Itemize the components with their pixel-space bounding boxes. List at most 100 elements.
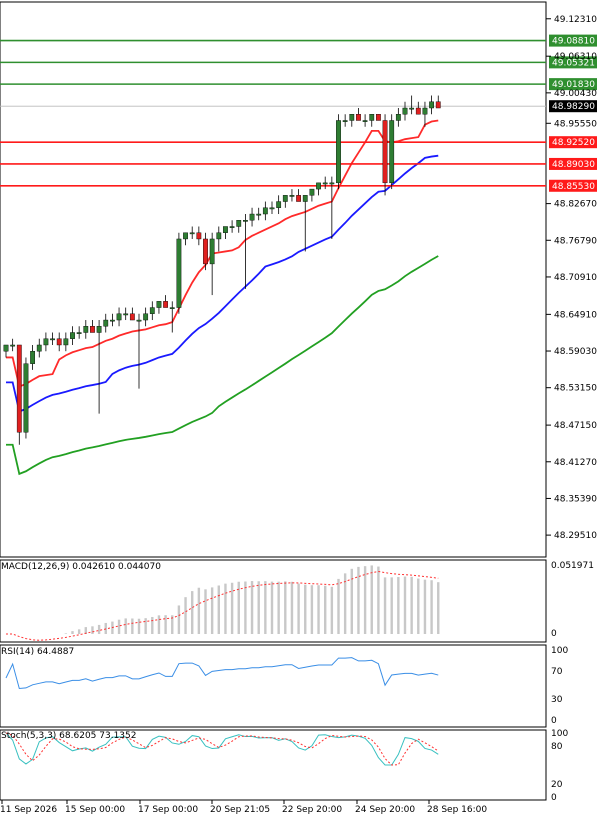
time-tick-label: 20 Sep 21:05 — [210, 805, 270, 815]
stoch-tick-label: 20 — [551, 780, 563, 790]
bull-candle — [143, 313, 149, 321]
bull-candle — [249, 213, 255, 221]
resistance-level-tag — [549, 56, 597, 69]
bull-candle — [242, 220, 248, 222]
macd-bar — [184, 597, 187, 634]
bull-candle — [216, 232, 222, 240]
time-tick-label: 28 Sep 16:00 — [427, 805, 487, 815]
macd-bar — [410, 576, 413, 634]
bull-candle — [116, 313, 122, 321]
price-tick-label: 48.76790 — [554, 236, 597, 246]
stoch-title: Stoch(5,3,3) 68.6205 73.1352 — [1, 731, 136, 741]
rsi-tick-label: 100 — [551, 646, 568, 656]
price-tick-label: 48.64910 — [554, 310, 597, 320]
stoch-tick-label: 80 — [551, 742, 563, 752]
bull-candle — [43, 338, 49, 346]
stoch-signal-line — [5, 732, 439, 766]
bull-candle — [183, 232, 188, 240]
macd-bar — [91, 626, 94, 634]
bull-candle — [262, 207, 268, 215]
bull-candle — [409, 107, 415, 110]
bull-candle — [395, 114, 401, 121]
candles — [3, 95, 441, 445]
time-tick-label: 22 Sep 20:00 — [282, 805, 342, 815]
macd-bar — [370, 565, 373, 634]
stoch-tick-label: 100 — [551, 729, 568, 739]
moving-averages — [6, 119, 439, 476]
macd-bar — [64, 633, 68, 634]
bull-candle — [369, 114, 375, 121]
macd-bar — [304, 584, 307, 634]
price-tick-label: 49.12310 — [554, 15, 597, 25]
bull-candle — [70, 332, 75, 339]
price-tick-label: 48.35390 — [554, 494, 597, 504]
macd-bar — [403, 576, 407, 634]
time-axis: 11 Sep 2026 15 Sep 00:00 17 Sep 00:00 20 Se… — [0, 800, 487, 815]
macd-bar — [151, 616, 154, 634]
macd-indicator: 0.051971 0 — [6, 561, 594, 641]
macd-bar — [343, 573, 347, 634]
bull-candle — [23, 363, 29, 433]
price-tick-label: 48.47150 — [554, 421, 597, 431]
bull-candle — [276, 201, 282, 208]
macd-bar — [437, 582, 440, 634]
macd-bar — [257, 581, 260, 634]
support-level-label: 48.92520 — [552, 138, 595, 148]
bull-candle — [302, 195, 308, 202]
bull-candle — [309, 188, 315, 196]
macd-title: MACD(12,26,9) 0.042610 0.044070 — [1, 562, 161, 572]
macd-bar — [350, 568, 353, 634]
time-tick-label: 15 Sep 00:00 — [65, 805, 125, 815]
price-tick-label: 49.00430 — [554, 89, 597, 99]
rsi-tick-label: 70 — [551, 667, 563, 677]
price-tick-label: 48.70910 — [554, 273, 597, 283]
macd-bar — [297, 583, 300, 634]
support-level-label: 48.85530 — [552, 182, 595, 192]
macd-bar — [237, 581, 240, 634]
macd-bar — [210, 587, 214, 634]
bear-candle — [163, 301, 168, 308]
macd-bar — [177, 605, 181, 634]
macd-bar — [317, 585, 320, 634]
rsi-title: RSI(14) 64.4887 — [1, 647, 74, 657]
macd-bar — [377, 566, 380, 634]
bull-candle — [209, 238, 215, 265]
macd-bar — [84, 627, 87, 634]
bull-candle — [76, 332, 82, 334]
price-tick-label: 48.29510 — [554, 531, 597, 541]
macd-bar — [144, 618, 147, 634]
macd-bar — [124, 618, 127, 634]
stochastic-indicator: 100 80 20 0 — [5, 729, 568, 803]
bull-candle — [169, 307, 175, 309]
bull-candle — [256, 213, 262, 216]
bear-candle — [376, 114, 381, 121]
bear-candle — [296, 195, 301, 202]
bull-candle — [402, 107, 408, 115]
price-tick-label: 49.06310 — [554, 52, 597, 62]
bull-candle — [422, 107, 428, 115]
bull-candle — [63, 338, 69, 346]
bull-candle — [10, 344, 16, 347]
macd-bar — [77, 629, 81, 634]
macd-bar — [71, 631, 74, 634]
macd-bar — [290, 581, 294, 634]
rsi-tick-label: 30 — [551, 695, 563, 705]
resistance-level-label: 49.01830 — [552, 80, 595, 90]
ma-mid-line — [6, 154, 439, 413]
bear-candle — [196, 232, 202, 240]
bear-candle — [129, 313, 135, 321]
macd-bar — [270, 581, 274, 634]
bear-candle — [16, 344, 22, 433]
macd-bar — [230, 582, 234, 634]
bull-candle — [136, 319, 142, 322]
price-tick-label: 48.82670 — [554, 200, 597, 210]
bull-candle — [342, 120, 348, 122]
macd-panel-frame — [0, 559, 547, 643]
macd-bar — [430, 580, 433, 634]
bull-candle — [30, 351, 35, 364]
bear-candle — [382, 120, 388, 184]
current-price-label: 48.98290 — [552, 102, 595, 112]
macd-bar — [397, 577, 400, 634]
macd-bar — [197, 587, 201, 634]
